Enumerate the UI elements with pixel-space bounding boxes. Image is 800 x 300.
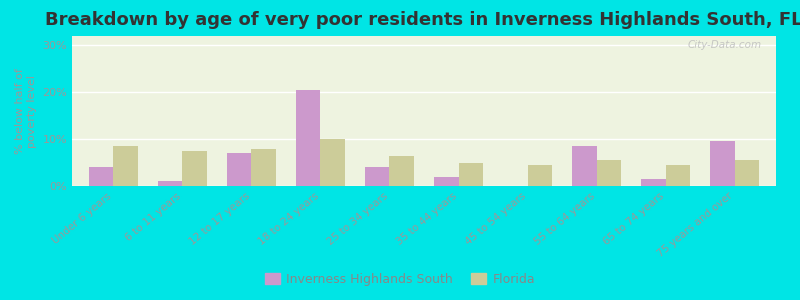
Bar [296,90,321,186]
Bar [321,139,345,186]
Bar [666,165,690,186]
Bar [597,160,621,186]
Bar [527,165,552,186]
Bar [182,151,206,186]
Y-axis label: % below half of
poverty level: % below half of poverty level [15,68,37,154]
Bar [227,153,251,186]
Bar [710,142,734,186]
Bar [458,163,482,186]
Bar [366,167,390,186]
Title: Breakdown by age of very poor residents in Inverness Highlands South, FL: Breakdown by age of very poor residents … [46,11,800,29]
Bar [434,177,458,186]
Bar [114,146,138,186]
Text: City-Data.com: City-Data.com [688,40,762,50]
Bar [390,155,414,186]
Bar [642,179,666,186]
Legend: Inverness Highlands South, Florida: Inverness Highlands South, Florida [260,268,540,291]
Bar [734,160,758,186]
Bar [158,181,182,186]
Bar [90,167,114,186]
Bar [572,146,597,186]
Bar [251,148,276,186]
